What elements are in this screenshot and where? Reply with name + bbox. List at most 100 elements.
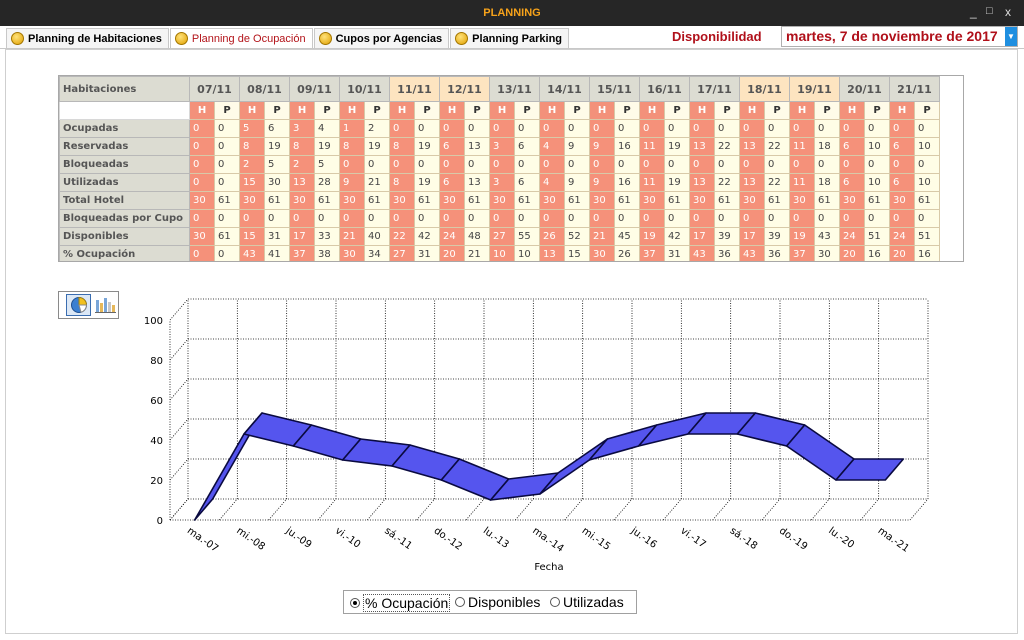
radio-dot[interactable]	[550, 597, 560, 607]
table-cell[interactable]: 11	[639, 137, 665, 156]
table-cell[interactable]: 0	[739, 119, 765, 138]
table-cell[interactable]: 61	[814, 191, 840, 210]
table-cell[interactable]: 10	[914, 137, 940, 156]
table-cell[interactable]: 13	[464, 137, 490, 156]
table-cell[interactable]: 15	[564, 245, 590, 261]
table-cell[interactable]: 0	[189, 245, 215, 261]
table-cell[interactable]: 0	[214, 119, 240, 138]
table-cell[interactable]: 22	[389, 227, 415, 246]
table-cell[interactable]: 19	[789, 227, 815, 246]
table-cell[interactable]: 0	[364, 155, 390, 174]
table-cell[interactable]: 10	[864, 173, 890, 192]
table-cell[interactable]: 3	[489, 137, 515, 156]
date-column-header[interactable]: 19/11	[789, 76, 840, 102]
table-cell[interactable]: 0	[214, 155, 240, 174]
table-cell[interactable]: 0	[514, 209, 540, 228]
table-cell[interactable]: 30	[739, 191, 765, 210]
table-cell[interactable]: 0	[914, 209, 940, 228]
table-cell[interactable]: 13	[289, 173, 315, 192]
table-cell[interactable]: 0	[189, 173, 215, 192]
table-cell[interactable]: 34	[364, 245, 390, 261]
table-cell[interactable]: 39	[714, 227, 740, 246]
table-cell[interactable]: 6	[264, 119, 290, 138]
table-cell[interactable]: 38	[314, 245, 340, 261]
table-cell[interactable]: 9	[564, 173, 590, 192]
tab-planning-ocupacion[interactable]: Planning de Ocupación	[169, 28, 313, 48]
table-cell[interactable]: 61	[764, 191, 790, 210]
table-cell[interactable]: 61	[414, 191, 440, 210]
table-cell[interactable]: 0	[489, 119, 515, 138]
table-cell[interactable]: 0	[564, 119, 590, 138]
table-cell[interactable]: 37	[289, 245, 315, 261]
table-cell[interactable]: 0	[414, 209, 440, 228]
table-cell[interactable]: 0	[889, 155, 915, 174]
table-cell[interactable]: 6	[839, 173, 865, 192]
table-cell[interactable]: 3	[289, 119, 315, 138]
table-cell[interactable]: 6	[889, 173, 915, 192]
date-column-header[interactable]: 18/11	[739, 76, 790, 102]
table-cell[interactable]: 9	[564, 137, 590, 156]
table-cell[interactable]: 2	[289, 155, 315, 174]
table-cell[interactable]: 0	[214, 209, 240, 228]
table-cell[interactable]: 51	[914, 227, 940, 246]
table-cell[interactable]: 0	[464, 209, 490, 228]
table-cell[interactable]: 0	[739, 209, 765, 228]
table-cell[interactable]: 61	[914, 191, 940, 210]
date-column-header[interactable]: 20/11	[839, 76, 890, 102]
table-cell[interactable]: 0	[389, 119, 415, 138]
date-column-header[interactable]: 12/11	[439, 76, 490, 102]
table-cell[interactable]: 0	[664, 119, 690, 138]
table-cell[interactable]: 0	[214, 245, 240, 261]
table-cell[interactable]: 4	[539, 173, 565, 192]
table-cell[interactable]: 19	[264, 137, 290, 156]
table-cell[interactable]: 24	[839, 227, 865, 246]
table-cell[interactable]: 0	[689, 209, 715, 228]
table-cell[interactable]: 0	[689, 119, 715, 138]
table-cell[interactable]: 0	[439, 155, 465, 174]
pie-chart-button[interactable]	[66, 294, 91, 316]
table-cell[interactable]: 0	[214, 137, 240, 156]
maximize-button[interactable]: □	[986, 5, 993, 17]
table-cell[interactable]: 61	[314, 191, 340, 210]
table-cell[interactable]: 21	[464, 245, 490, 261]
radio-ocupacion[interactable]: % Ocupación	[350, 594, 451, 612]
date-column-header[interactable]: 16/11	[639, 76, 690, 102]
table-cell[interactable]: 13	[539, 245, 565, 261]
table-cell[interactable]: 0	[664, 155, 690, 174]
table-cell[interactable]: 30	[889, 191, 915, 210]
table-cell[interactable]: 30	[814, 245, 840, 261]
table-cell[interactable]: 6	[439, 137, 465, 156]
table-cell[interactable]: 17	[739, 227, 765, 246]
table-cell[interactable]: 9	[589, 137, 615, 156]
table-cell[interactable]: 3	[489, 173, 515, 192]
table-cell[interactable]: 9	[339, 173, 365, 192]
table-cell[interactable]: 61	[214, 191, 240, 210]
table-cell[interactable]: 61	[514, 191, 540, 210]
table-cell[interactable]: 0	[564, 155, 590, 174]
table-cell[interactable]: 8	[289, 137, 315, 156]
table-cell[interactable]: 13	[689, 137, 715, 156]
table-cell[interactable]: 0	[214, 173, 240, 192]
table-cell[interactable]: 19	[414, 173, 440, 192]
table-cell[interactable]: 0	[639, 119, 665, 138]
date-column-header[interactable]: 09/11	[289, 76, 340, 102]
table-cell[interactable]: 0	[189, 119, 215, 138]
table-cell[interactable]: 21	[339, 227, 365, 246]
table-cell[interactable]: 30	[489, 191, 515, 210]
table-cell[interactable]: 13	[739, 173, 765, 192]
date-column-header[interactable]: 17/11	[689, 76, 740, 102]
table-cell[interactable]: 5	[314, 155, 340, 174]
table-cell[interactable]: 0	[389, 209, 415, 228]
table-cell[interactable]: 0	[889, 209, 915, 228]
table-cell[interactable]: 0	[814, 119, 840, 138]
table-cell[interactable]: 0	[614, 119, 640, 138]
table-cell[interactable]: 30	[239, 191, 265, 210]
date-column-header[interactable]: 07/11	[189, 76, 240, 102]
table-cell[interactable]: 30	[439, 191, 465, 210]
table-cell[interactable]: 61	[864, 191, 890, 210]
bar-chart-button[interactable]	[93, 294, 118, 316]
date-column-header[interactable]: 15/11	[589, 76, 640, 102]
table-cell[interactable]: 8	[389, 173, 415, 192]
table-cell[interactable]: 0	[389, 155, 415, 174]
table-cell[interactable]: 18	[814, 173, 840, 192]
